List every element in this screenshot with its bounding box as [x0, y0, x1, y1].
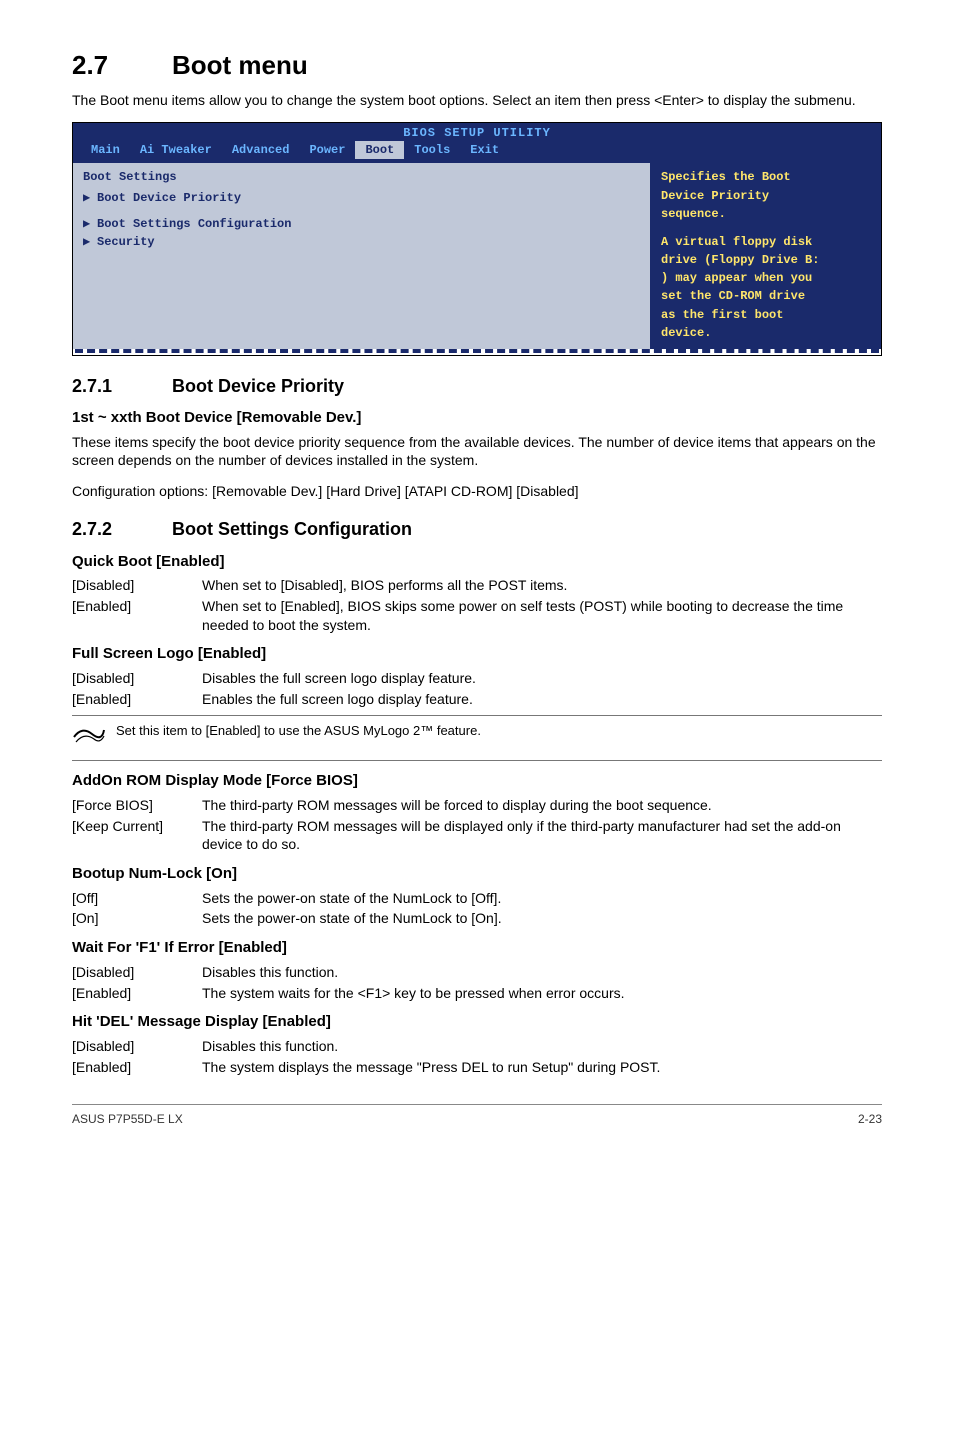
option-key: [Disabled] [72, 669, 202, 688]
bios-left-title: Boot Settings [83, 169, 640, 185]
intro-text: The Boot menu items allow you to change … [72, 91, 882, 110]
bios-tab-tools: Tools [404, 141, 460, 159]
option-heading: Bootup Num-Lock [On] [72, 864, 882, 884]
bios-help-line: Specifies the Boot [661, 169, 871, 185]
bios-item-label: Security [97, 235, 155, 249]
bios-tab-boot: Boot [355, 141, 404, 159]
option-row: [On] Sets the power-on state of the NumL… [72, 909, 882, 928]
bios-tab-exit: Exit [460, 141, 509, 159]
bios-help-line: drive (Floppy Drive B: [661, 252, 871, 268]
bios-help-line: Device Priority [661, 188, 871, 204]
bios-tab-advanced: Advanced [222, 141, 300, 159]
option-key: [Off] [72, 889, 202, 908]
option-heading: Wait For 'F1' If Error [Enabled] [72, 938, 882, 958]
note-icon [72, 722, 116, 755]
option-row: [Disabled] Disables the full screen logo… [72, 669, 882, 688]
option-heading: Hit 'DEL' Message Display [Enabled] [72, 1012, 882, 1032]
bios-tab-main: Main [81, 141, 130, 159]
subsection-title: Boot Device Priority [172, 376, 344, 396]
option-value: When set to [Enabled], BIOS skips some p… [202, 597, 882, 635]
bios-screenshot: BIOS SETUP UTILITY Main Ai Tweaker Advan… [72, 122, 882, 356]
option-key: [Disabled] [72, 576, 202, 595]
option-value: Enables the full screen logo display fea… [202, 690, 882, 709]
option-row: [Force BIOS] The third-party ROM message… [72, 796, 882, 815]
bios-item-boot-settings-config: ▶Boot Settings Configuration [83, 216, 640, 232]
option-row: [Enabled] When set to [Enabled], BIOS sk… [72, 597, 882, 635]
option-key: [Disabled] [72, 1037, 202, 1056]
bios-help-line: as the first boot [661, 307, 871, 323]
option-heading: 1st ~ xxth Boot Device [Removable Dev.] [72, 408, 882, 428]
body-text: These items specify the boot device prio… [72, 433, 882, 471]
bios-item-label: Boot Device Priority [97, 191, 241, 205]
bios-left-panel: Boot Settings ▶Boot Device Priority ▶Boo… [73, 163, 651, 349]
option-value: Disables this function. [202, 963, 882, 982]
subsection-title: Boot Settings Configuration [172, 519, 412, 539]
bios-tab-bar: Main Ai Tweaker Advanced Power Boot Tool… [73, 141, 881, 163]
option-value: Sets the power-on state of the NumLock t… [202, 889, 882, 908]
bios-item-security: ▶Security [83, 234, 640, 250]
option-value: The system waits for the <F1> key to be … [202, 984, 882, 1003]
section-number: 2.7 [72, 48, 172, 83]
footer-left: ASUS P7P55D-E LX [72, 1111, 183, 1127]
option-key: [On] [72, 909, 202, 928]
option-row: [Enabled] Enables the full screen logo d… [72, 690, 882, 709]
subsection-number: 2.7.2 [72, 517, 172, 541]
subsection-heading-271: 2.7.1Boot Device Priority [72, 374, 882, 398]
bios-help-panel: Specifies the Boot Device Priority seque… [651, 163, 881, 349]
option-value: The third-party ROM messages will be for… [202, 796, 882, 815]
subsection-number: 2.7.1 [72, 374, 172, 398]
option-value: Disables the full screen logo display fe… [202, 669, 882, 688]
option-heading: Quick Boot [Enabled] [72, 552, 882, 572]
note-box: Set this item to [Enabled] to use the AS… [72, 715, 882, 762]
footer-right: 2-23 [858, 1111, 882, 1127]
option-row: [Enabled] The system displays the messag… [72, 1058, 882, 1077]
bios-help-line: device. [661, 325, 871, 341]
option-key: [Enabled] [72, 984, 202, 1003]
option-row: [Off] Sets the power-on state of the Num… [72, 889, 882, 908]
option-row: [Disabled] Disables this function. [72, 1037, 882, 1056]
bios-help-line: sequence. [661, 206, 871, 222]
section-heading: 2.7Boot menu [72, 48, 882, 83]
bios-title: BIOS SETUP UTILITY [73, 123, 881, 141]
body-text: Configuration options: [Removable Dev.] … [72, 482, 882, 501]
option-heading: Full Screen Logo [Enabled] [72, 644, 882, 664]
option-row: [Disabled] Disables this function. [72, 963, 882, 982]
option-key: [Keep Current] [72, 817, 202, 855]
bios-tab-power: Power [299, 141, 355, 159]
option-key: [Enabled] [72, 690, 202, 709]
bios-item-label: Boot Settings Configuration [97, 217, 291, 231]
option-row: [Enabled] The system waits for the <F1> … [72, 984, 882, 1003]
bios-help-line: A virtual floppy disk [661, 234, 871, 250]
option-value: Disables this function. [202, 1037, 882, 1056]
arrow-icon: ▶ [83, 234, 97, 250]
bios-dash-divider [73, 349, 881, 355]
option-value: The third-party ROM messages will be dis… [202, 817, 882, 855]
section-title: Boot menu [172, 50, 308, 80]
bios-body: Boot Settings ▶Boot Device Priority ▶Boo… [73, 163, 881, 349]
bios-help-line: set the CD-ROM drive [661, 288, 871, 304]
arrow-icon: ▶ [83, 216, 97, 232]
bios-tab-ai-tweaker: Ai Tweaker [130, 141, 222, 159]
page-footer: ASUS P7P55D-E LX 2-23 [72, 1104, 882, 1127]
option-row: [Disabled] When set to [Disabled], BIOS … [72, 576, 882, 595]
note-text: Set this item to [Enabled] to use the AS… [116, 722, 882, 740]
option-heading: AddOn ROM Display Mode [Force BIOS] [72, 771, 882, 791]
option-row: [Keep Current] The third-party ROM messa… [72, 817, 882, 855]
option-value: Sets the power-on state of the NumLock t… [202, 909, 882, 928]
bios-item-boot-device-priority: ▶Boot Device Priority [83, 190, 640, 206]
bios-help-line: ) may appear when you [661, 270, 871, 286]
option-key: [Disabled] [72, 963, 202, 982]
option-key: [Enabled] [72, 1058, 202, 1077]
option-value: The system displays the message "Press D… [202, 1058, 882, 1077]
option-value: When set to [Disabled], BIOS performs al… [202, 576, 882, 595]
option-key: [Enabled] [72, 597, 202, 635]
subsection-heading-272: 2.7.2Boot Settings Configuration [72, 517, 882, 541]
option-key: [Force BIOS] [72, 796, 202, 815]
arrow-icon: ▶ [83, 190, 97, 206]
